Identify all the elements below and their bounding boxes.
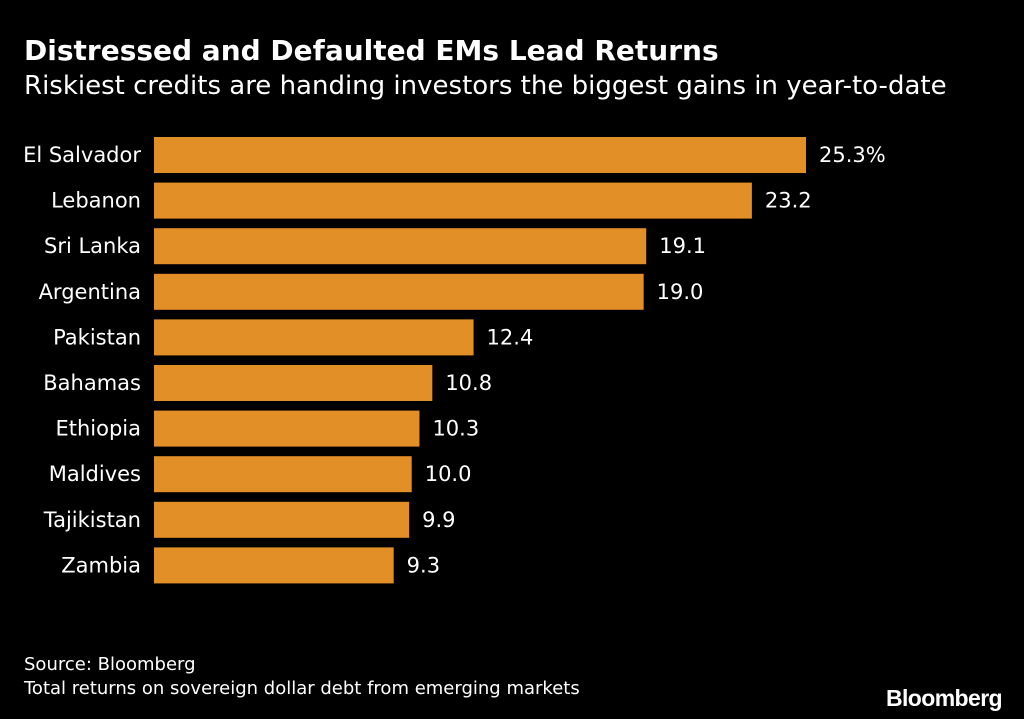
category-label: Argentina bbox=[39, 280, 141, 304]
bar bbox=[154, 501, 410, 538]
bar bbox=[154, 182, 752, 219]
category-label: Zambia bbox=[61, 553, 141, 577]
bar bbox=[154, 319, 474, 356]
bar bbox=[154, 273, 644, 310]
bar bbox=[154, 137, 806, 173]
value-label: 19.1 bbox=[659, 234, 706, 258]
category-label: Ethiopia bbox=[55, 417, 141, 441]
category-label: Bahamas bbox=[43, 371, 141, 395]
bars bbox=[154, 137, 806, 584]
bar bbox=[154, 410, 420, 447]
category-label: Sri Lanka bbox=[44, 234, 141, 258]
chart-title: Distressed and Defaulted EMs Lead Return… bbox=[24, 34, 719, 67]
footnote: Total returns on sovereign dollar debt f… bbox=[24, 678, 580, 699]
category-label: Lebanon bbox=[51, 189, 141, 213]
value-label: 23.2 bbox=[765, 189, 812, 213]
value-label: 19.0 bbox=[657, 280, 704, 304]
chart-subtitle: Riskiest credits are handing investors t… bbox=[24, 71, 947, 101]
value-label: 10.3 bbox=[432, 417, 479, 441]
value-label: 9.3 bbox=[407, 553, 440, 577]
category-labels: El Salvador Lebanon Sri Lanka Argentina Paki… bbox=[23, 143, 141, 577]
bar bbox=[154, 547, 394, 584]
value-label: 9.9 bbox=[422, 508, 455, 532]
value-label: 10.0 bbox=[425, 462, 472, 486]
bloomberg-logo: Bloomberg bbox=[886, 685, 1003, 711]
bar bbox=[154, 456, 412, 493]
value-labels: 25.3% 23.2 19.1 19.0 12.4 10.8 10.3 10.0 9.9 9.3 bbox=[407, 143, 886, 577]
category-label: Tajikistan bbox=[43, 508, 141, 532]
source-note: Source: Bloomberg bbox=[24, 654, 196, 675]
category-label: Pakistan bbox=[53, 325, 141, 349]
bar bbox=[154, 365, 433, 401]
value-label: 10.8 bbox=[445, 371, 492, 395]
category-label: El Salvador bbox=[23, 143, 141, 167]
category-label: Maldives bbox=[49, 462, 141, 486]
bar bbox=[154, 228, 647, 265]
value-label: 25.3% bbox=[819, 143, 886, 167]
value-label: 12.4 bbox=[487, 325, 534, 349]
